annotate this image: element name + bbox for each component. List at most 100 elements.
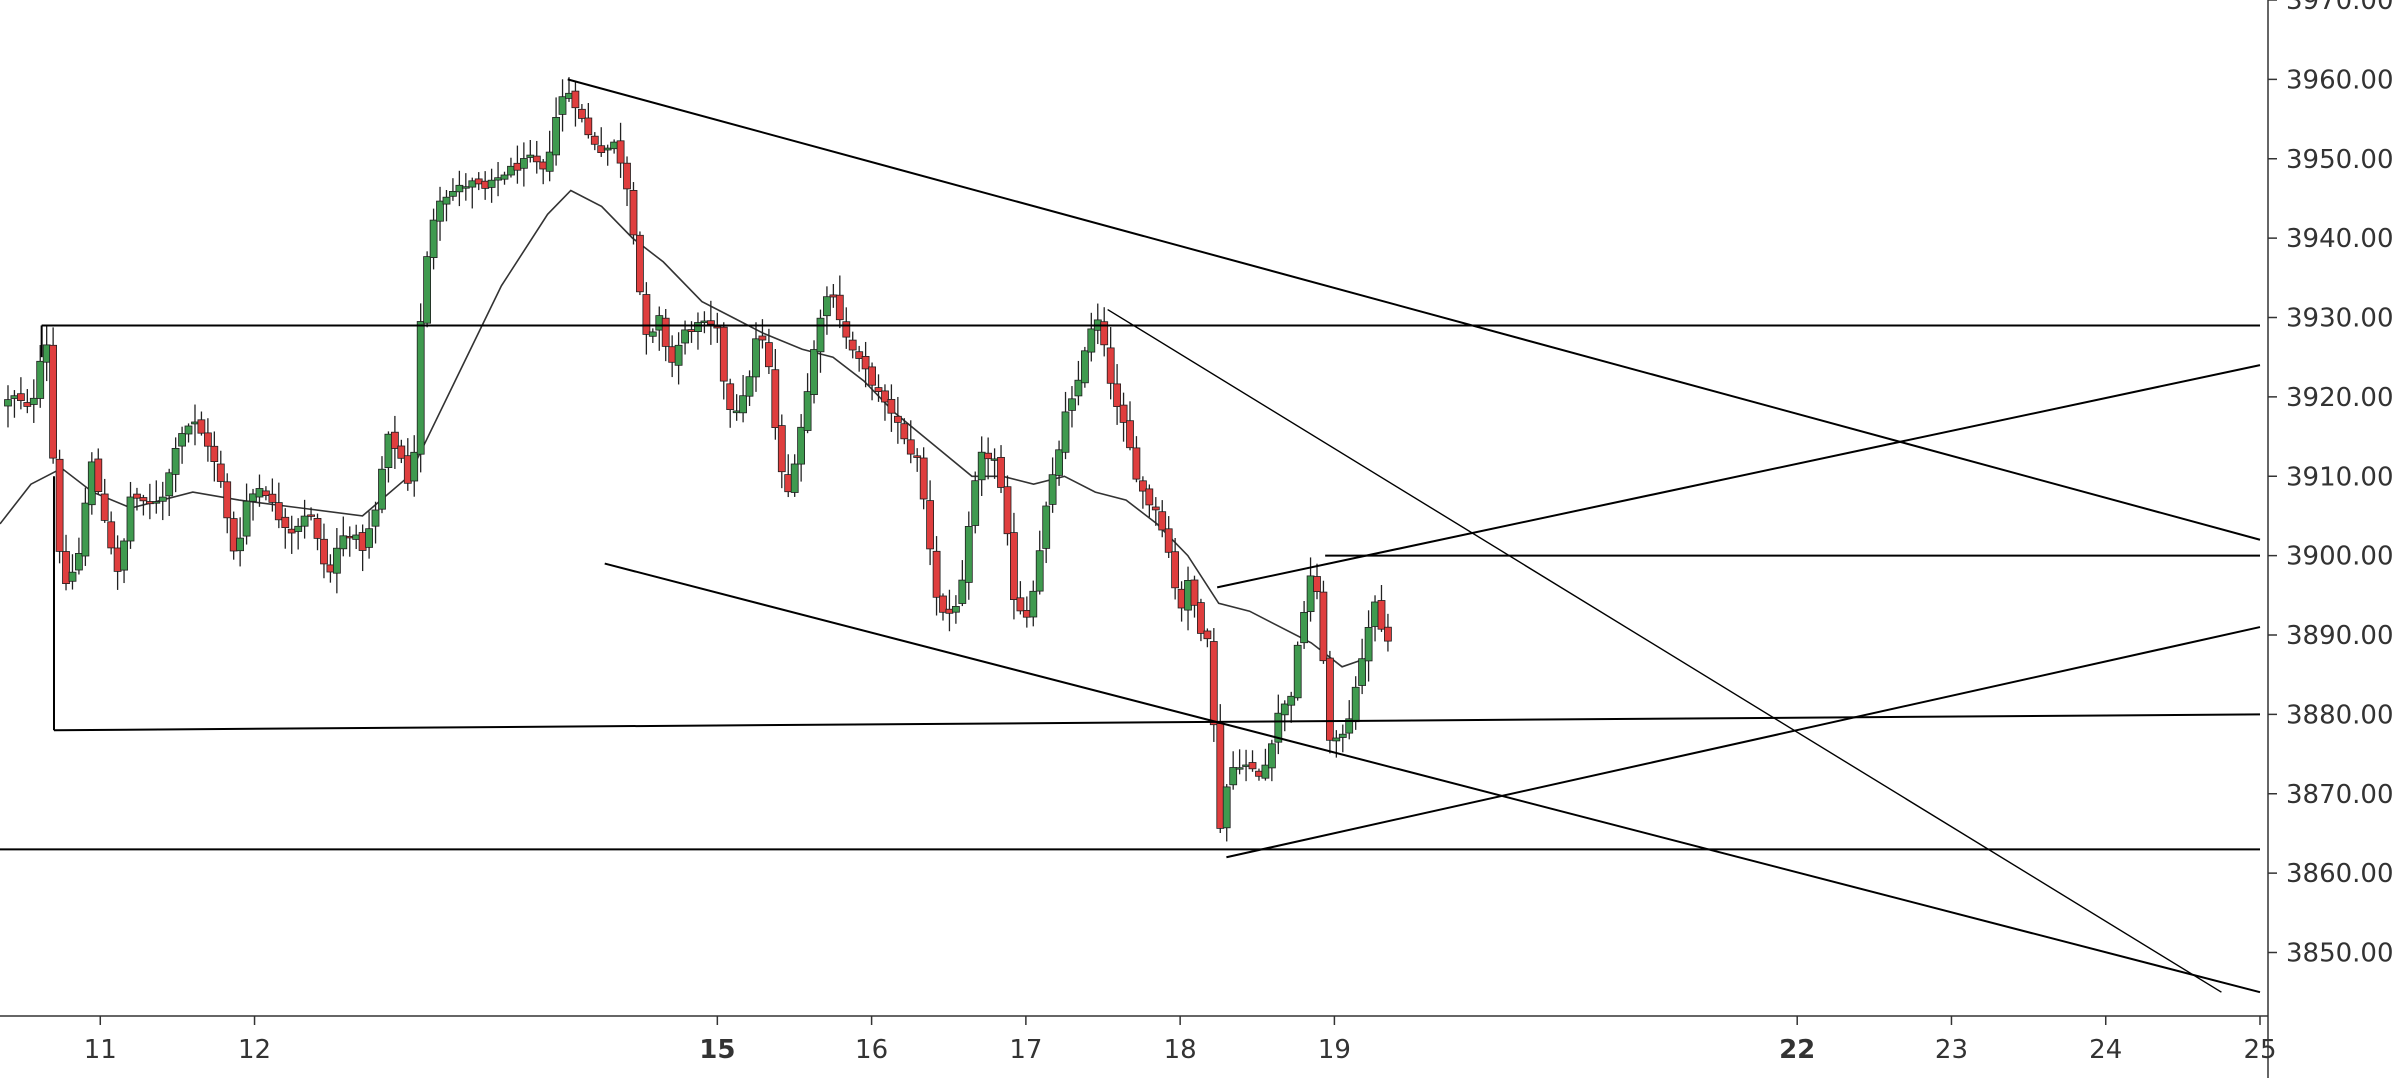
rising-wedge-lower	[1226, 626, 2261, 859]
candle-body-99	[642, 294, 651, 335]
candle-body-7	[49, 344, 57, 459]
candle-body-86	[558, 96, 567, 115]
x-tick-label: 16	[855, 1035, 888, 1065]
candle-body-80	[520, 158, 528, 169]
candle-body-78	[507, 165, 515, 176]
candle-body-94	[610, 141, 618, 150]
candle-body-199	[1287, 695, 1296, 706]
candle-body-73	[474, 178, 483, 185]
candle-body-53	[345, 536, 354, 539]
candle-body-51	[332, 547, 341, 574]
candle-body-33	[216, 463, 225, 482]
candle-body-150	[971, 480, 980, 526]
candle-body-123	[797, 426, 805, 465]
candle-body-143	[926, 500, 934, 550]
candle-body-197	[1274, 712, 1283, 743]
y-tick-label: 3920.00	[2286, 383, 2394, 413]
candle-body-128	[829, 294, 838, 298]
candle-body-49	[320, 538, 328, 565]
candle-body-104	[674, 344, 683, 366]
candle-body-52	[339, 535, 348, 550]
candle-body-139	[900, 423, 909, 440]
candle-body-67	[436, 200, 444, 222]
candle-body-10	[68, 571, 77, 582]
candle-body-8	[55, 458, 64, 552]
candle-body-183	[1184, 580, 1192, 611]
candle-body-172	[1113, 383, 1121, 407]
y-tick-label: 3950.00	[2286, 145, 2394, 175]
candle-body-214	[1384, 626, 1392, 642]
candle-body-77	[500, 174, 509, 180]
candle-body-119	[771, 369, 780, 429]
y-tick-label: 3880.00	[2286, 700, 2394, 730]
candle-body-202	[1306, 575, 1315, 613]
candle-body-105	[681, 329, 689, 344]
candle-body-110	[713, 326, 722, 329]
candle-body-88	[571, 90, 580, 109]
candle-body-39	[255, 488, 264, 498]
descending-channel-lower	[604, 562, 2261, 994]
x-tick-label: 19	[1318, 1035, 1351, 1065]
candle-body-81	[526, 154, 535, 158]
candle-body-165	[1068, 398, 1076, 411]
candle-body-209	[1351, 686, 1360, 723]
candle-body-189	[1222, 786, 1231, 829]
x-tick-label: 12	[238, 1035, 271, 1065]
candle-body-3	[23, 402, 32, 407]
candle-body-59	[384, 433, 393, 469]
candle-body-113	[732, 410, 741, 414]
candle-body-96	[623, 162, 631, 190]
candle-body-152	[984, 452, 992, 460]
candle-body-181	[1171, 551, 1179, 589]
candle-body-74	[481, 180, 490, 189]
candle-body-137	[887, 398, 896, 414]
y-tick-label: 3870.00	[2286, 780, 2394, 810]
candle-body-207	[1338, 733, 1347, 738]
candle-body-117	[758, 335, 767, 341]
y-tick-label: 3960.00	[2286, 65, 2394, 95]
y-tick-label: 3910.00	[2286, 462, 2394, 492]
candle-body-29	[191, 421, 199, 425]
candle-body-22	[145, 501, 154, 505]
candle-body-116	[752, 338, 760, 378]
candle-body-140	[906, 439, 915, 455]
candle-body-157	[1016, 597, 1025, 612]
y-tick-label: 3890.00	[2286, 621, 2394, 651]
candle-body-135	[874, 387, 883, 393]
candle-body-125	[810, 349, 818, 395]
candle-body-44	[287, 528, 296, 534]
candle-body-93	[603, 147, 612, 151]
candle-body-71	[461, 186, 470, 189]
candle-body-155	[1003, 486, 1012, 535]
candle-body-111	[719, 326, 728, 382]
candle-body-82	[532, 155, 541, 163]
candle-body-118	[765, 342, 773, 368]
candle-body-62	[403, 455, 412, 484]
candle-body-213	[1377, 600, 1386, 630]
x-tick-label: 15	[699, 1035, 735, 1065]
candle-body-40	[261, 490, 270, 496]
candle-body-179	[1158, 511, 1167, 531]
candle-body-136	[881, 390, 889, 403]
candle-body-160	[1035, 550, 1044, 592]
candle-body-153	[990, 458, 999, 461]
candle-body-145	[939, 595, 947, 613]
candle-body-17	[113, 547, 122, 572]
candle-body-200	[1293, 644, 1302, 699]
y-tick-label: 3850.00	[2286, 939, 2394, 969]
candle-body-102	[661, 317, 670, 347]
candle-body-187	[1209, 641, 1218, 726]
candle-body-192	[1242, 764, 1250, 767]
candle-body-114	[739, 395, 747, 414]
candle-body-107	[694, 322, 702, 333]
candle-body-21	[139, 497, 148, 502]
candle-body-65	[423, 256, 432, 324]
y-tick-label: 3900.00	[2286, 542, 2394, 572]
candle-body-177	[1145, 488, 1154, 506]
candle-body-34	[223, 481, 232, 519]
candle-body-162	[1048, 474, 1057, 505]
candle-body-36	[236, 537, 245, 552]
candle-body-54	[352, 534, 361, 540]
